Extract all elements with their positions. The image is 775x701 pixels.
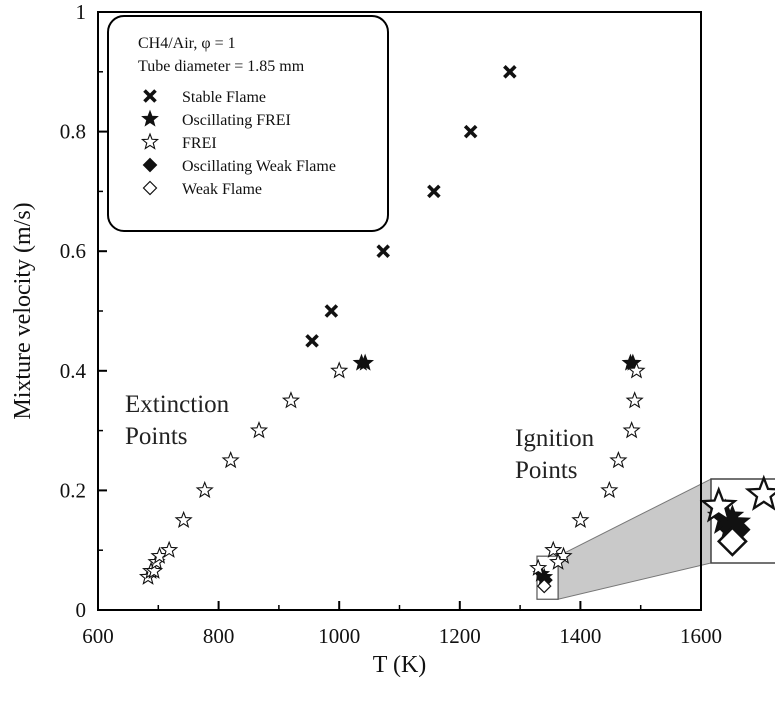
x-tick-label: 800 [203,624,235,648]
zoom-connector [557,478,712,600]
point-frei [221,450,240,469]
zoom-point-weak-flame [716,525,748,557]
x-stroke [503,65,517,79]
x-stroke [305,334,319,348]
series-weak-flame [536,578,552,594]
legend-box [107,15,389,232]
point-frei [195,480,214,499]
x-tick-label: 600 [82,624,114,648]
point-stable-flame [463,124,478,139]
annotation-text: Points [515,457,578,484]
legend-header-line: Tube diameter = 1.85 mm [138,58,305,75]
legend: CH4/Air, φ = 1 Tube diameter = 1.85 mm Sta… [107,15,389,232]
x-stroke [427,184,441,199]
legend-marker [142,157,158,173]
point-stable-flame [376,244,390,258]
annotation-text: Ignition [515,425,595,452]
legend-entry-stable-flame: Stable Flame [143,89,266,106]
y-tick-label: 1 [76,0,87,24]
series-frei [138,361,646,585]
data-marks [138,65,646,594]
x-stroke [143,89,157,103]
legend-entry-oscillating-frei: Oscillating FREI [141,109,291,129]
y-tick-label: 0.6 [60,239,86,263]
point-stable-flame [324,304,339,318]
x-tick-label: 1400 [559,624,601,648]
y-tick-label: 0.8 [60,120,86,144]
legend-marker [140,132,160,150]
legend-label: Oscillating FREI [182,112,291,129]
point-frei [609,450,628,469]
point-frei [571,510,590,529]
x-axis-label: T (K) [373,652,427,678]
x-stroke [463,124,478,139]
point-frei [160,540,179,558]
point-stable-flame [305,334,319,348]
inset-zoom-layer [536,474,775,600]
x-tick-label: 1000 [318,624,360,648]
legend-marker [142,180,158,196]
legend-entry-weak-flame: Weak Flame [142,180,262,198]
point-frei [544,540,563,558]
point-frei [529,558,548,576]
legend-label: Oscillating Weak Flame [182,158,336,175]
point-frei [330,361,349,379]
legend-header-line: CH4/Air, φ = 1 [138,35,236,52]
point-stable-flame [503,65,517,79]
x-tick-label: 1200 [439,624,481,648]
point-frei [625,391,644,409]
legend-marker [143,89,157,103]
legend-entry-frei: FREI [140,132,217,152]
annotation-text: Points [125,423,188,450]
legend-label: FREI [182,135,217,152]
point-oscillating-frei [623,353,642,371]
zoom-point-frei [699,486,738,523]
point-frei [174,510,193,529]
point-weak-flame [536,578,552,594]
point-frei [249,421,269,439]
legend-label: Stable Flame [182,89,266,106]
annotations: Extinction Points Ignition Points [125,391,595,484]
y-tick-label: 0.2 [60,478,86,502]
x-stroke [376,244,390,258]
legend-marker [141,109,159,127]
x-tick-label: 1600 [680,624,722,648]
point-frei [281,391,301,409]
y-tick-label: 0 [76,598,87,622]
zoom-inset-marks [699,474,775,557]
point-frei [600,480,619,499]
x-stroke [324,304,339,318]
axes-layer: 600 800 1000 1200 1400 1600 0 0.2 0.4 0.6 0.8 1 T (K… [10,0,722,678]
point-oscillating-frei [356,353,375,371]
series-stable-flame [305,65,517,348]
legend-entry-oscillating-weak-flame: Oscillating Weak Flame [142,157,336,175]
point-frei [549,552,568,570]
zoom-point-frei [744,474,775,511]
point-frei [627,361,646,379]
point-stable-flame [427,184,441,199]
y-axis-label: Mixture velocity (m/s) [10,202,36,419]
y-tick-label: 0.4 [60,359,87,383]
annotation-text: Extinction [125,391,230,418]
point-frei [144,561,164,579]
legend-label: Weak Flame [182,181,262,198]
point-frei [622,421,641,439]
